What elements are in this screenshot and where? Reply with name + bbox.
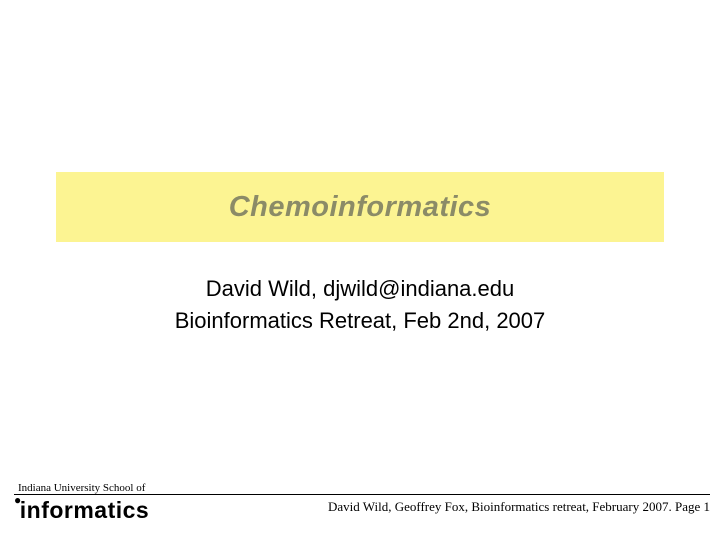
- title-bar: Chemoinformatics: [56, 172, 664, 242]
- event-line: Bioinformatics Retreat, Feb 2nd, 2007: [0, 305, 720, 337]
- slide-title: Chemoinformatics: [229, 191, 492, 224]
- logo-text: informatics: [20, 497, 149, 523]
- subtitle-block: David Wild, djwild@indiana.edu Bioinform…: [0, 273, 720, 337]
- footer-divider: [14, 494, 710, 495]
- school-label: Indiana University School of: [18, 482, 145, 494]
- footer: Indiana University School of ●informatic…: [0, 482, 720, 540]
- informatics-logo: ●informatics: [14, 497, 149, 524]
- footer-attribution: David Wild, Geoffrey Fox, Bioinformatics…: [328, 499, 710, 515]
- author-line: David Wild, djwild@indiana.edu: [0, 273, 720, 305]
